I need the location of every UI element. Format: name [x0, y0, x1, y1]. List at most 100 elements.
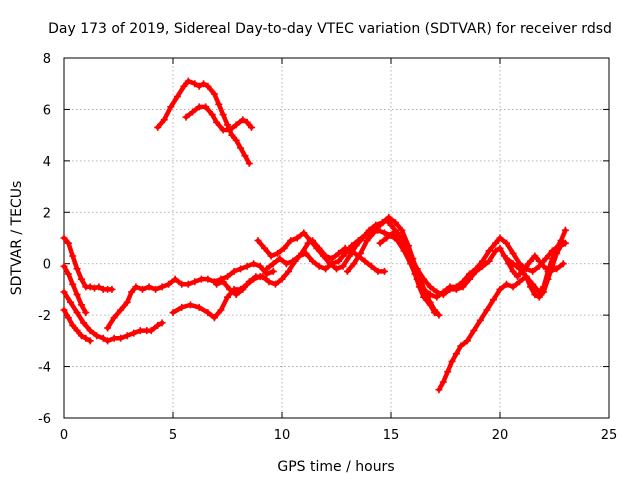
y-tick-label: 2 — [43, 206, 51, 221]
data-point — [200, 80, 208, 88]
data-point — [69, 280, 77, 288]
data-point — [154, 123, 162, 131]
data-point — [73, 265, 81, 273]
data-point — [138, 285, 146, 293]
data-point — [509, 267, 517, 275]
data-point — [426, 283, 434, 291]
data-point — [237, 144, 245, 152]
series-track-3 — [60, 288, 166, 345]
data-point — [180, 82, 188, 90]
data-point — [117, 334, 125, 342]
data-point — [132, 283, 140, 291]
chart-title: Day 173 of 2019, Sidereal Day-to-day VTE… — [48, 21, 612, 37]
data-point — [204, 275, 212, 283]
data-point — [513, 273, 521, 281]
x-tick-label: 0 — [60, 428, 68, 443]
data-point — [479, 262, 487, 270]
data-point — [243, 262, 251, 270]
data-point — [444, 368, 452, 376]
data-point — [274, 249, 282, 257]
data-point — [289, 257, 297, 265]
data-point — [224, 121, 231, 129]
data-point — [86, 337, 94, 345]
y-tick-label: 6 — [43, 103, 51, 118]
data-point — [561, 239, 569, 247]
data-point — [470, 327, 478, 335]
series-line — [183, 104, 254, 133]
data-point — [516, 265, 524, 273]
data-point — [184, 280, 192, 288]
data-point — [195, 82, 203, 90]
data-point — [335, 249, 343, 257]
data-point — [426, 291, 434, 299]
data-point — [559, 260, 567, 268]
data-point — [426, 301, 434, 309]
x-tick-labels: 0 5 10 15 20 25 — [60, 428, 617, 443]
data-point — [239, 116, 247, 124]
series-track-6 — [154, 77, 253, 167]
data-point — [191, 278, 199, 286]
y-tick-labels: -6 -4 -2 0 2 4 6 8 — [38, 52, 51, 427]
data-point — [535, 257, 543, 265]
data-point — [313, 244, 321, 252]
data-point — [407, 257, 415, 265]
data-point — [258, 273, 266, 281]
data-point — [226, 285, 234, 293]
data-point — [535, 293, 543, 301]
data-point — [123, 298, 131, 306]
data-point — [527, 257, 535, 265]
data-point — [93, 332, 101, 340]
data-point — [374, 267, 382, 275]
data-point — [356, 249, 364, 257]
data-point — [69, 252, 77, 260]
data-point — [215, 100, 223, 108]
data-point — [173, 93, 181, 101]
data-point — [503, 280, 511, 288]
data-point — [335, 257, 343, 265]
data-point — [250, 260, 258, 268]
data-point — [104, 337, 112, 345]
data-point — [483, 306, 491, 314]
data-point — [104, 324, 112, 332]
data-point — [367, 262, 375, 270]
data-point — [278, 275, 286, 283]
data-point — [439, 378, 447, 386]
data-point — [117, 306, 125, 314]
data-point — [123, 332, 131, 340]
data-point — [169, 309, 177, 317]
data-point — [333, 265, 340, 273]
data-point — [136, 327, 144, 335]
data-point — [269, 260, 277, 268]
data-point — [553, 249, 561, 257]
data-point — [73, 327, 81, 335]
x-tick-label: 25 — [601, 428, 618, 443]
data-point — [343, 267, 351, 275]
data-point — [435, 311, 443, 319]
data-point — [465, 275, 473, 283]
data-point — [553, 265, 561, 273]
data-point — [540, 288, 548, 296]
data-point — [110, 314, 118, 322]
data-point — [152, 285, 160, 293]
data-point — [67, 298, 75, 306]
data-point — [110, 334, 118, 342]
data-point — [472, 267, 480, 275]
data-point — [228, 131, 236, 139]
y-tick-label: -4 — [38, 361, 51, 376]
data-point — [300, 229, 308, 237]
data-point — [431, 309, 439, 317]
data-point — [256, 262, 264, 270]
data-point — [64, 314, 72, 322]
data-point — [73, 291, 81, 299]
data-point — [210, 90, 218, 98]
data-point — [315, 262, 323, 270]
data-point — [363, 237, 371, 245]
data-point — [341, 249, 349, 257]
data-point — [346, 252, 354, 260]
data-point — [60, 234, 68, 242]
data-point — [224, 273, 231, 281]
data-point — [145, 283, 153, 291]
data-point — [239, 285, 247, 293]
data-point — [276, 255, 284, 263]
data-point — [509, 283, 517, 291]
